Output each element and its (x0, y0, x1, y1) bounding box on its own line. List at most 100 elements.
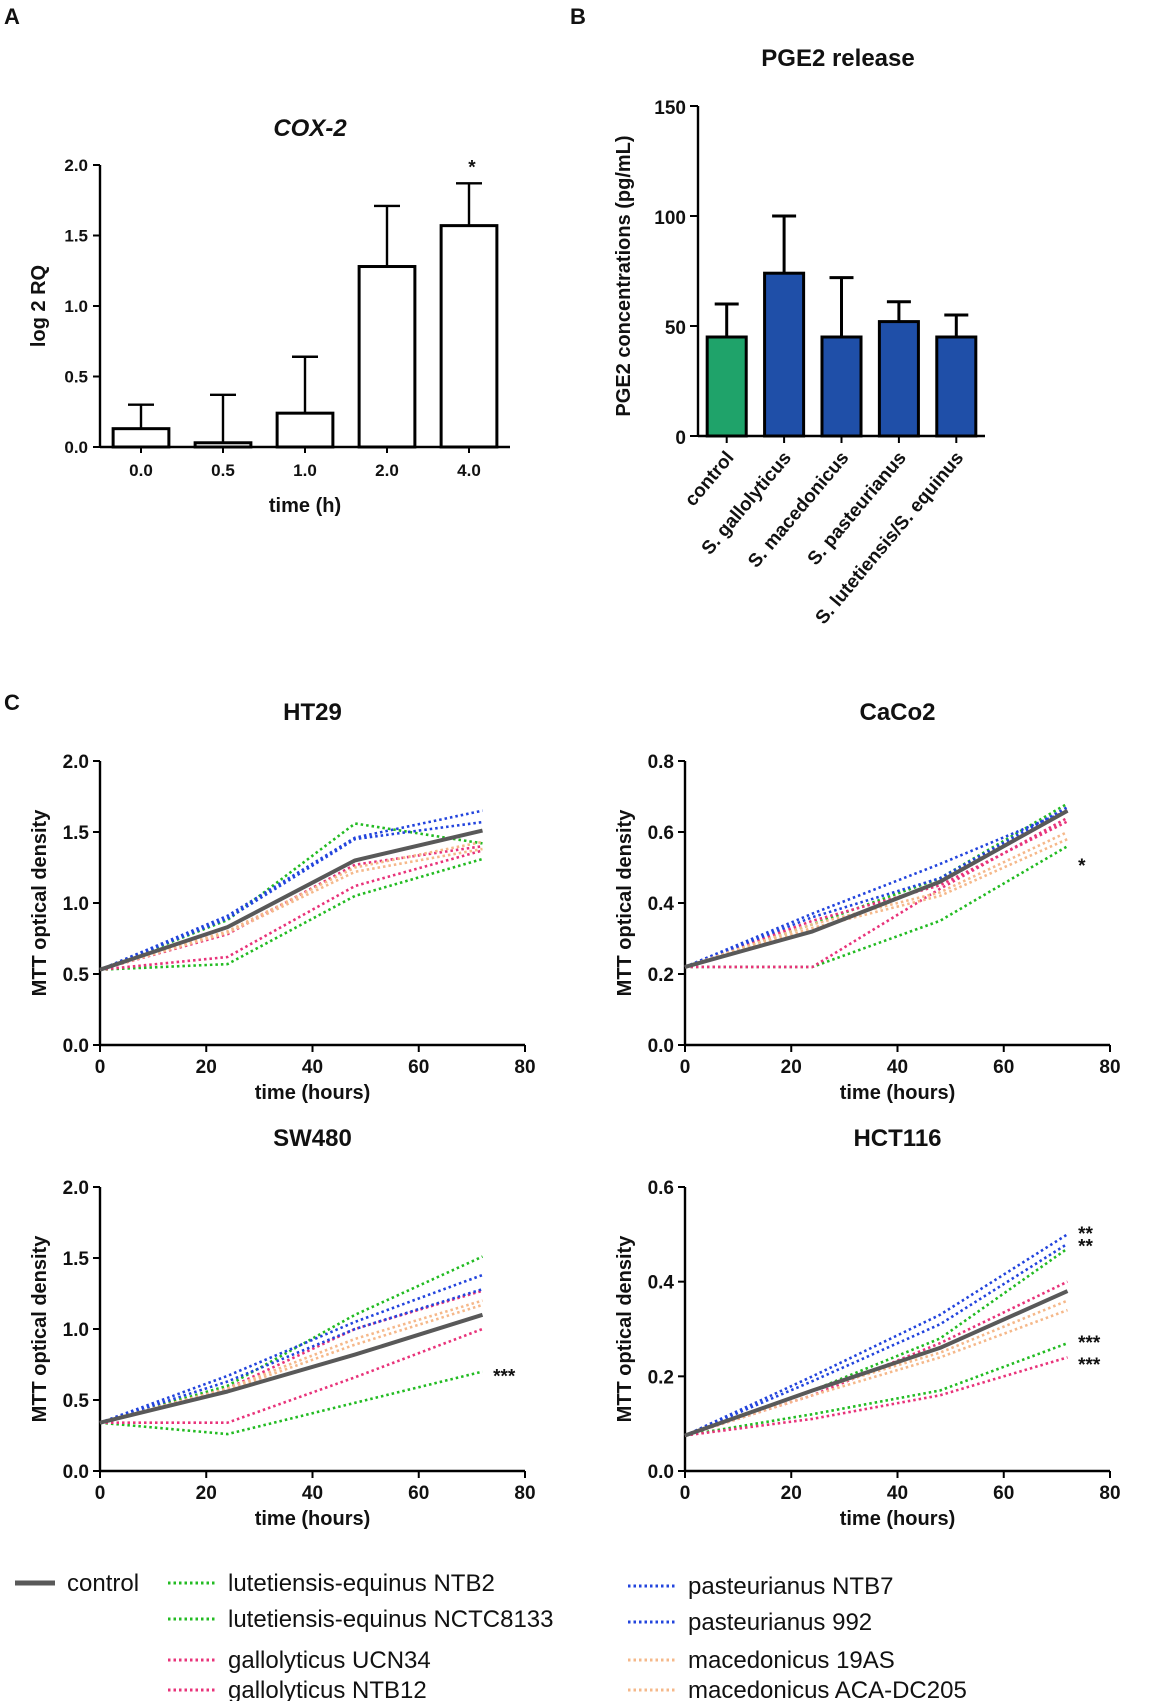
caco2-series-macedonicus (684, 830, 1069, 969)
panel-label-a: A (4, 4, 20, 29)
caco2-x-tick-label: 40 (887, 1057, 908, 1078)
hct116-significance-marker: *** (1078, 1355, 1101, 1376)
pge2-bar (763, 271, 806, 438)
hct116-series-macedonicus (684, 1308, 1068, 1437)
ht29-y-tick-label: 2.0 (63, 752, 89, 773)
caco2-title: CaCo2 (859, 699, 935, 726)
hct116-y-tick-label: 0.4 (648, 1273, 675, 1294)
pge2-y-tick-label: 50 (665, 318, 686, 339)
caco2-y-tick-label: 0.6 (648, 823, 674, 844)
hct116-x-tick-label: 80 (1099, 1483, 1120, 1504)
sw480-x-tick-label: 0 (95, 1483, 106, 1504)
cox2-y-tick-label: 1.5 (64, 227, 88, 246)
sw480-y-tick-label: 1.5 (63, 1249, 90, 1270)
sw480-series-lutetiensis (99, 1370, 483, 1436)
hct116-x-tick-label: 60 (993, 1483, 1014, 1504)
legend-label: gallolyticus UCN34 (228, 1647, 431, 1674)
hct116-y-tick-label: 0.6 (648, 1178, 674, 1199)
caco2-y-tick-label: 0.4 (648, 894, 675, 915)
caco2-x-tick-label: 0 (680, 1057, 691, 1078)
sw480-series-pasteurianus (99, 1287, 483, 1424)
legend-label: control (67, 1570, 139, 1597)
ht29-x-tick-label: 20 (196, 1057, 217, 1078)
hct116-x-tick-label: 0 (680, 1483, 691, 1504)
sw480-y-tick-label: 1.0 (63, 1320, 89, 1341)
pge2-x-tick-label: S. pasteurianus (804, 448, 911, 570)
cox2-bar (193, 441, 253, 449)
sw480-y-tick-label: 2.0 (63, 1178, 89, 1199)
cox2-x-tick-label: 0.0 (129, 461, 153, 480)
ht29-x-tick-label: 60 (408, 1057, 429, 1078)
hct116-significance-marker: *** (1078, 1333, 1101, 1354)
hct116-significance-marker: ** (1078, 1224, 1093, 1245)
cox2-title: COX-2 (273, 115, 347, 142)
legend-label: pasteurianus NTB7 (688, 1573, 893, 1600)
caco2-x-tick-label: 20 (781, 1057, 802, 1078)
sw480-significance-marker: *** (493, 1366, 516, 1387)
pge2-y-label: PGE2 concentrations (pg/mL) (613, 135, 635, 416)
cox2-x-tick-label: 4.0 (457, 461, 481, 480)
legend-label: lutetiensis-equinus NCTC8133 (228, 1606, 554, 1633)
cox2-x-label: time (h) (269, 495, 341, 517)
sw480-series-gallolyticus (100, 1327, 483, 1424)
hct116-series-control (684, 1289, 1069, 1438)
chart-hct116: HCT116 0.0 0.2 0.4 0.6 0 20 40 60 80 time (hours) M… (614, 1125, 1121, 1530)
legend-label: macedonicus ACA-DC205 (688, 1677, 967, 1701)
cox2-y-tick-label: 0.5 (64, 368, 88, 387)
caco2-series-pasteurianus (684, 805, 1069, 969)
sw480-series-pasteurianus (99, 1273, 483, 1424)
ht29-series-control (99, 828, 483, 972)
hct116-x-tick-label: 20 (781, 1483, 802, 1504)
pge2-bar (877, 320, 920, 438)
sw480-y-tick-label: 0.0 (63, 1462, 89, 1483)
ht29-series-pasteurianus (99, 809, 483, 971)
hct116-x-tick-label: 40 (887, 1483, 908, 1504)
cox2-bar (111, 427, 171, 449)
ht29-series-lutetiensis (99, 857, 483, 971)
hct116-series-gallolyticus (684, 1356, 1068, 1437)
ht29-y-tick-label: 1.0 (63, 894, 89, 915)
caco2-series-macedonicus (684, 837, 1069, 969)
pge2-x-tick-label: S. macedonicus (744, 448, 853, 572)
hct116-y-tick-label: 0.0 (648, 1462, 674, 1483)
caco2-y-tick-label: 0.2 (648, 965, 674, 986)
sw480-x-tick-label: 20 (196, 1483, 217, 1504)
ht29-x-label: time (hours) (255, 1082, 371, 1104)
sw480-x-tick-label: 80 (514, 1483, 535, 1504)
hct116-x-label: time (hours) (840, 1508, 956, 1530)
cox2-bar (439, 224, 499, 449)
ht29-y-tick-label: 0.0 (63, 1036, 89, 1057)
chart-caco2: CaCo2 0.0 0.2 0.4 0.6 0.8 0 20 40 60 80 time (hours… (614, 699, 1121, 1104)
pge2-bar (935, 335, 978, 438)
hct116-y-tick-label: 0.2 (648, 1367, 674, 1388)
cox2-bar (357, 265, 417, 449)
caco2-y-label: MTT optical density (614, 809, 636, 997)
ht29-y-tick-label: 0.5 (63, 965, 90, 986)
pge2-y-tick-label: 150 (654, 98, 686, 119)
legend-label: macedonicus 19AS (688, 1647, 895, 1674)
caco2-x-label: time (hours) (840, 1082, 956, 1104)
cox2-y-tick-label: 2.0 (64, 156, 88, 175)
cox2-y-label: log 2 RQ (28, 265, 50, 347)
sw480-series-macedonicus (99, 1303, 483, 1424)
caco2-series-control (684, 808, 1069, 969)
sw480-series-control (99, 1312, 484, 1425)
hct116-series-lutetiensis (684, 1341, 1068, 1437)
cox2-significance-marker: * (468, 157, 476, 178)
legend: control lutetiensis-equinus NTB2 lutetiens… (15, 1570, 967, 1701)
cox2-bar (275, 411, 335, 449)
panel-label-b: B (570, 4, 586, 29)
hct116-series-pasteurianus (684, 1233, 1069, 1437)
ht29-title: HT29 (283, 699, 342, 726)
sw480-y-tick-label: 0.5 (63, 1391, 90, 1412)
sw480-x-tick-label: 60 (408, 1483, 429, 1504)
hct116-title: HCT116 (853, 1125, 941, 1152)
caco2-series-gallolyticus (684, 820, 1069, 969)
legend-label: pasteurianus 992 (688, 1609, 872, 1636)
caco2-x-tick-label: 60 (993, 1057, 1014, 1078)
pge2-bar (820, 335, 863, 438)
ht29-x-tick-label: 0 (95, 1057, 106, 1078)
hct116-y-label: MTT optical density (614, 1235, 636, 1423)
